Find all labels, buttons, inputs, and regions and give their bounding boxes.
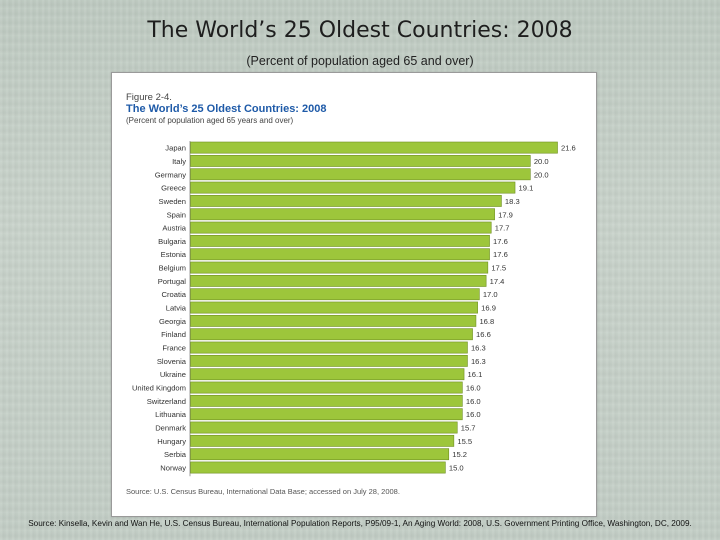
- tick-label-estonia: Estonia: [161, 250, 187, 259]
- tick-label-germany: Germany: [155, 170, 186, 179]
- data-label-germany: 20.0: [534, 170, 549, 179]
- tick-label-belgium: Belgium: [159, 264, 186, 273]
- data-label-belgium: 17.5: [491, 264, 506, 273]
- tick-label-norway: Norway: [160, 464, 186, 473]
- bar-denmark: [190, 421, 458, 434]
- tick-label-bulgaria: Bulgaria: [158, 237, 187, 246]
- bar-france: [190, 341, 468, 354]
- tick-label-spain: Spain: [167, 210, 186, 219]
- bar-italy: [190, 155, 531, 167]
- data-label-portugal: 17.4: [490, 277, 505, 286]
- tick-label-portugal: Portugal: [158, 277, 187, 286]
- tick-label-georgia: Georgia: [159, 317, 187, 326]
- data-label-spain: 17.9: [498, 210, 513, 219]
- bar-lithuania: [190, 408, 463, 421]
- data-label-estonia: 17.6: [493, 250, 508, 259]
- tick-label-switzerland: Switzerland: [147, 397, 186, 406]
- bar-spain: [190, 208, 495, 221]
- bar-switzerland: [190, 394, 463, 407]
- data-label-lithuania: 16.0: [466, 410, 481, 419]
- figure-source: Source: U.S. Census Bureau, Internationa…: [126, 487, 400, 496]
- bar-bulgaria: [190, 235, 490, 247]
- data-label-latvia: 16.9: [481, 304, 496, 313]
- bar-united-kingdom: [190, 381, 463, 394]
- figure-number: Figure 2-4.: [126, 92, 172, 103]
- data-label-greece: 19.1: [519, 184, 534, 193]
- data-label-georgia: 16.8: [479, 317, 494, 326]
- tick-label-ukraine: Ukraine: [160, 370, 186, 379]
- tick-label-france: France: [162, 344, 186, 353]
- bar-hungary: [190, 434, 455, 447]
- figure-title: The World’s 25 Oldest Countries: 2008: [126, 103, 327, 115]
- data-label-sweden: 18.3: [505, 197, 520, 206]
- tick-label-lithuania: Lithuania: [155, 410, 187, 419]
- bar-latvia: [190, 301, 478, 314]
- tick-label-serbia: Serbia: [164, 450, 187, 459]
- data-label-croatia: 17.0: [483, 290, 498, 299]
- bar-sweden: [190, 195, 502, 207]
- bar-serbia: [190, 448, 450, 461]
- bar-japan: [190, 141, 558, 154]
- tick-label-sweden: Sweden: [159, 197, 186, 206]
- bar-germany: [190, 168, 531, 181]
- data-label-austria: 17.7: [495, 224, 510, 233]
- data-label-switzerland: 16.0: [466, 397, 481, 406]
- data-label-serbia: 15.2: [452, 450, 467, 459]
- bar-greece: [190, 181, 516, 194]
- data-label-finland: 16.6: [476, 330, 491, 339]
- figure-subtitle: (Percent of population aged 65 years and…: [126, 116, 294, 125]
- data-label-norway: 15.0: [449, 464, 464, 473]
- tick-label-latvia: Latvia: [166, 304, 187, 313]
- bar-norway: [190, 461, 446, 474]
- data-label-italy: 20.0: [534, 157, 549, 166]
- bar-belgium: [190, 261, 489, 274]
- bar-austria: [190, 221, 492, 234]
- bar-slovenia: [190, 354, 468, 367]
- tick-label-hungary: Hungary: [157, 437, 186, 446]
- data-label-denmark: 15.7: [461, 424, 476, 433]
- tick-label-italy: Italy: [172, 157, 186, 166]
- tick-label-greece: Greece: [161, 184, 186, 193]
- bar-finland: [190, 328, 473, 341]
- data-label-hungary: 15.5: [457, 437, 472, 446]
- tick-label-finland: Finland: [161, 330, 186, 339]
- tick-label-slovenia: Slovenia: [157, 357, 187, 366]
- tick-label-austria: Austria: [162, 224, 186, 233]
- tick-label-united-kingdom: United Kingdom: [132, 384, 186, 393]
- tick-label-japan: Japan: [165, 144, 186, 153]
- data-label-japan: 21.6: [561, 144, 576, 153]
- data-label-ukraine: 16.1: [468, 370, 483, 379]
- slide-subtitle: (Percent of population aged 65 and over): [246, 54, 474, 68]
- slide-title: The World’s 25 Oldest Countries: 2008: [147, 18, 573, 43]
- data-label-united-kingdom: 16.0: [466, 384, 481, 393]
- bar-portugal: [190, 274, 487, 287]
- data-label-france: 16.3: [471, 344, 486, 353]
- tick-label-croatia: Croatia: [162, 290, 187, 299]
- data-label-slovenia: 16.3: [471, 357, 486, 366]
- tick-label-denmark: Denmark: [155, 424, 186, 433]
- bar-georgia: [190, 314, 477, 327]
- bar-croatia: [190, 288, 480, 301]
- bar-ukraine: [190, 368, 465, 381]
- bar-estonia: [190, 248, 490, 261]
- data-label-bulgaria: 17.6: [493, 237, 508, 246]
- slide-source: Source: Kinsella, Kevin and Wan He, U.S.…: [28, 519, 692, 528]
